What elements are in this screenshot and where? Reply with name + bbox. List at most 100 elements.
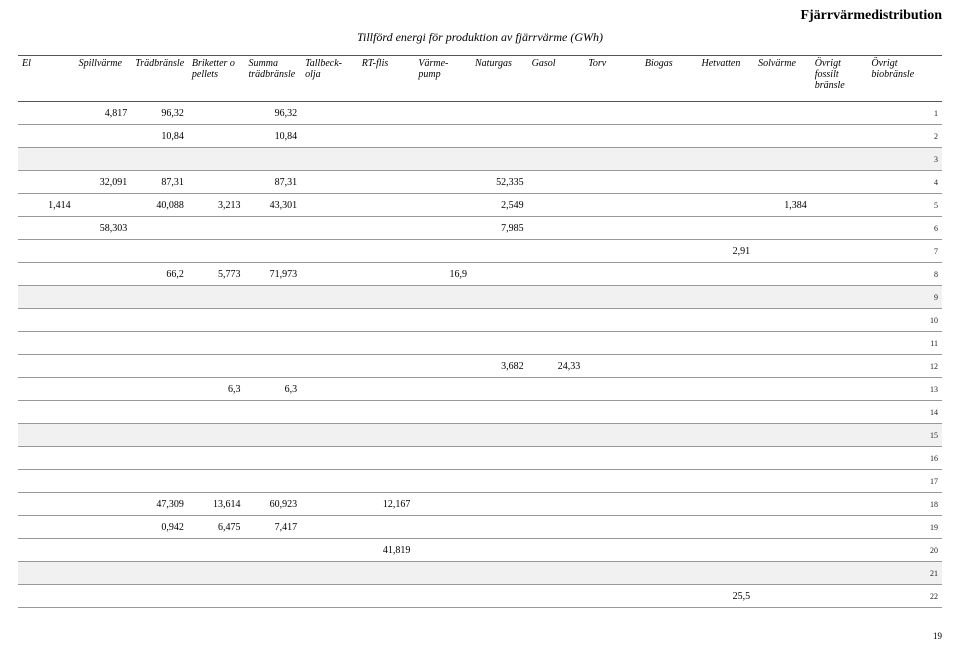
cell [245,585,302,608]
cell [245,539,302,562]
row-index: 16 [924,447,942,470]
col-header: Hetvatten [698,56,755,102]
cell: 12,167 [358,493,415,516]
cell: 24,33 [528,355,585,378]
cell: 41,819 [358,539,415,562]
cell: 40,088 [131,194,188,217]
cell [471,493,528,516]
cell [75,516,132,539]
cell [18,240,75,263]
cell [75,263,132,286]
cell [867,217,924,240]
col-header: Övrigt biobränsle [867,56,924,102]
cell [811,217,868,240]
cell [18,447,75,470]
cell [188,171,245,194]
cell [471,424,528,447]
cell [301,539,358,562]
row-index: 7 [924,240,942,263]
cell [754,332,811,355]
cell [301,148,358,171]
cell [528,470,585,493]
cell: 32,091 [75,171,132,194]
cell [358,378,415,401]
cell: 2,549 [471,194,528,217]
table-row: 47,30913,61460,92312,16718 [18,493,942,516]
cell [584,516,641,539]
table-row: 6,36,313 [18,378,942,401]
cell [245,240,302,263]
cell [301,217,358,240]
cell [245,562,302,585]
cell [698,286,755,309]
cell [528,148,585,171]
cell [584,263,641,286]
cell: 10,84 [245,125,302,148]
col-header: El [18,56,75,102]
cell [867,401,924,424]
cell [811,194,868,217]
cell [188,447,245,470]
cell [867,355,924,378]
page-title: Fjärrvärmedistribution [800,8,942,24]
cell [528,424,585,447]
cell [584,539,641,562]
cell: 60,923 [245,493,302,516]
cell [754,240,811,263]
cell: 58,303 [75,217,132,240]
cell [414,102,471,125]
col-header: Summa trädbränsle [245,56,302,102]
cell: 71,973 [245,263,302,286]
cell [131,378,188,401]
cell [18,516,75,539]
cell [75,493,132,516]
cell [528,263,585,286]
cell [584,194,641,217]
cell [358,263,415,286]
cell [641,401,698,424]
cell [301,493,358,516]
cell [528,102,585,125]
cell [188,286,245,309]
cell [18,470,75,493]
cell: 3,213 [188,194,245,217]
cell [528,378,585,401]
cell [18,562,75,585]
cell [301,125,358,148]
cell [358,355,415,378]
cell [811,516,868,539]
cell [245,401,302,424]
cell [754,309,811,332]
cell [754,401,811,424]
cell [414,401,471,424]
cell [867,263,924,286]
cell [131,470,188,493]
cell [528,240,585,263]
cell [754,493,811,516]
cell [245,332,302,355]
cell: 96,32 [245,102,302,125]
col-header: Torv [584,56,641,102]
cell [301,401,358,424]
cell: 43,301 [245,194,302,217]
cell [414,585,471,608]
cell [75,125,132,148]
cell: 66,2 [131,263,188,286]
cell [301,562,358,585]
cell [867,585,924,608]
cell [811,378,868,401]
cell [131,424,188,447]
cell [414,148,471,171]
cell [698,125,755,148]
cell [698,447,755,470]
cell [641,240,698,263]
cell [301,470,358,493]
cell [698,516,755,539]
cell [18,355,75,378]
cell [698,470,755,493]
cell [301,309,358,332]
cell [75,539,132,562]
col-header: Värme-pump [414,56,471,102]
cell [641,194,698,217]
table-row: 58,3037,9856 [18,217,942,240]
